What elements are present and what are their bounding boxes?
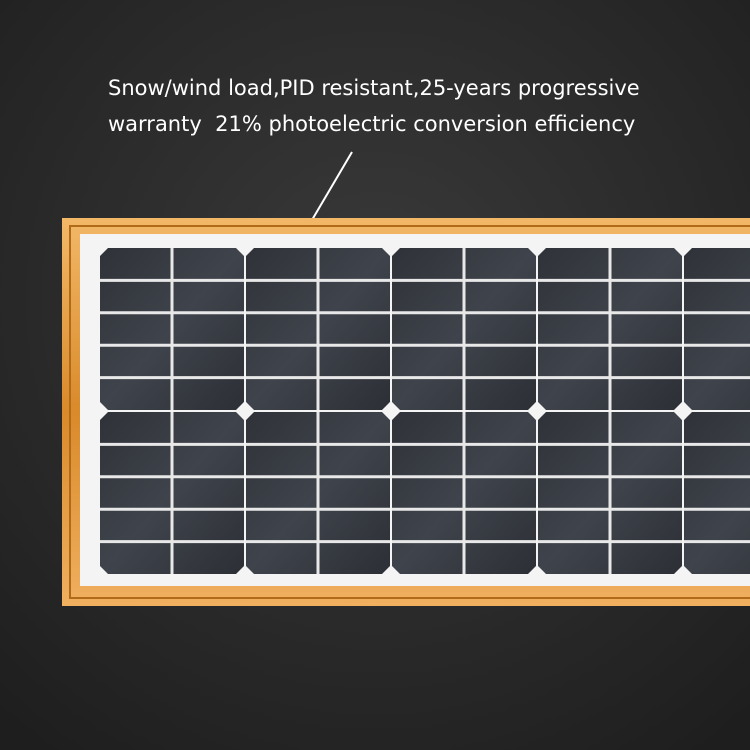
caption-line: Snow/wind load,PID resistant,25-years pr… bbox=[108, 76, 640, 100]
diamond bbox=[382, 401, 400, 421]
diamond bbox=[528, 401, 546, 421]
caption-line: warranty 21% photoelectric conversion ef… bbox=[108, 112, 635, 136]
diamond bbox=[674, 401, 692, 421]
solar-cell bbox=[684, 248, 750, 410]
frame-inner bbox=[69, 225, 750, 599]
solar-cell bbox=[684, 412, 750, 574]
diamond bbox=[236, 401, 254, 421]
cells bbox=[100, 248, 750, 574]
